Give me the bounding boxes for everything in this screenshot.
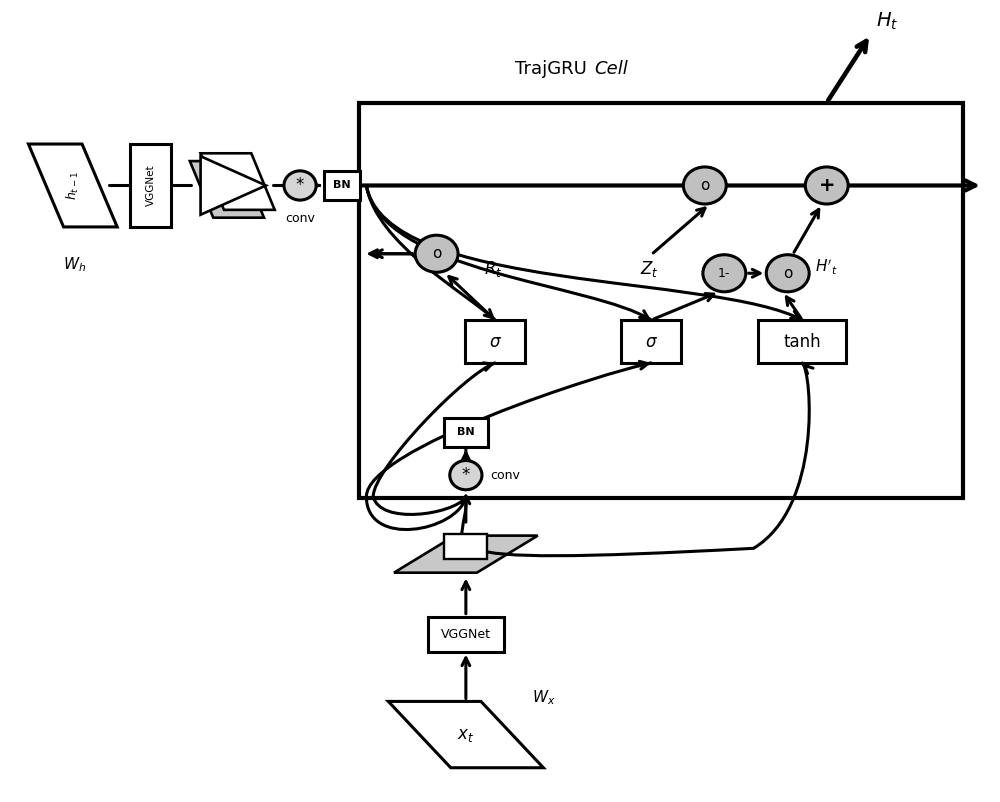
Ellipse shape <box>766 255 809 292</box>
Polygon shape <box>190 161 264 217</box>
Ellipse shape <box>703 255 746 292</box>
Ellipse shape <box>415 235 458 273</box>
Ellipse shape <box>450 460 482 490</box>
FancyBboxPatch shape <box>428 617 504 652</box>
Polygon shape <box>394 536 538 573</box>
FancyBboxPatch shape <box>621 320 681 363</box>
Polygon shape <box>201 153 275 210</box>
Text: TrajGRU: TrajGRU <box>515 60 593 78</box>
Text: 1-: 1- <box>718 267 731 280</box>
Text: o: o <box>700 178 710 193</box>
Ellipse shape <box>805 167 848 204</box>
Text: +: + <box>818 176 835 195</box>
Text: VGGNet: VGGNet <box>146 164 156 206</box>
Polygon shape <box>388 702 543 768</box>
Text: *: * <box>462 466 470 484</box>
Text: Cell: Cell <box>595 60 628 78</box>
Text: $\sigma$: $\sigma$ <box>645 333 658 350</box>
Polygon shape <box>201 156 266 215</box>
Polygon shape <box>28 144 117 227</box>
Text: $R_t$: $R_t$ <box>484 259 502 279</box>
Text: conv: conv <box>490 468 520 482</box>
Text: *: * <box>296 176 304 194</box>
Text: o: o <box>432 246 441 261</box>
Text: $H'_t$: $H'_t$ <box>815 257 838 277</box>
Text: BN: BN <box>457 427 475 437</box>
Text: $Z_t$: $Z_t$ <box>640 259 659 279</box>
Text: $W_x$: $W_x$ <box>532 688 556 707</box>
FancyBboxPatch shape <box>359 103 963 497</box>
Text: VGGNet: VGGNet <box>441 628 491 641</box>
Text: $W_h$: $W_h$ <box>63 256 86 274</box>
Text: o: o <box>783 265 792 281</box>
Polygon shape <box>444 533 487 559</box>
FancyBboxPatch shape <box>465 320 525 363</box>
Text: $h_{t-1}$: $h_{t-1}$ <box>65 171 81 200</box>
Ellipse shape <box>683 167 726 204</box>
FancyBboxPatch shape <box>130 144 171 227</box>
FancyBboxPatch shape <box>444 418 488 447</box>
FancyBboxPatch shape <box>758 320 846 363</box>
Text: BN: BN <box>333 180 351 191</box>
Text: $\sigma$: $\sigma$ <box>489 333 502 350</box>
FancyBboxPatch shape <box>324 171 360 200</box>
Text: $H_t$: $H_t$ <box>876 11 898 32</box>
Text: $x_t$: $x_t$ <box>457 726 474 743</box>
Text: tanh: tanh <box>784 333 821 350</box>
Ellipse shape <box>284 171 316 200</box>
Text: conv: conv <box>285 212 315 225</box>
